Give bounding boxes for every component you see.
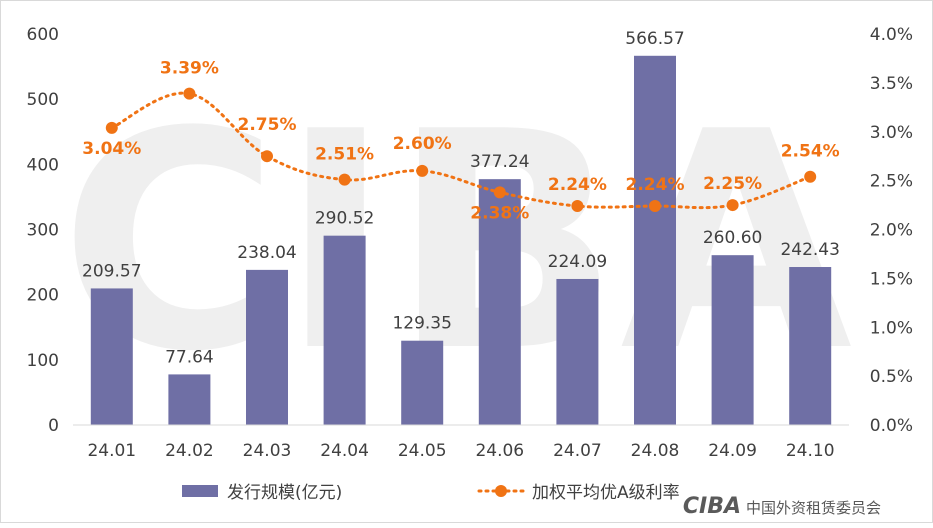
y-right-tick-2.5%: 2.5% <box>870 172 913 192</box>
line-label-24.06: 2.38% <box>470 203 529 223</box>
line-label-24.01: 3.04% <box>82 139 141 159</box>
x-tick-24.02: 24.02 <box>165 441 214 461</box>
bar-24.06 <box>478 179 521 425</box>
y-right-tick-1.5%: 1.5% <box>870 269 913 289</box>
legend-line-marker <box>495 485 507 497</box>
axes: 24.01 24.02 24.03 24.04 24.05 24.06 24.07 24.08… <box>27 25 913 461</box>
x-tick-24.06: 24.06 <box>475 441 524 461</box>
bar-24.09 <box>711 255 754 425</box>
line-point-24.05 <box>416 164 429 177</box>
x-tick-24.05: 24.05 <box>398 441 447 461</box>
line-point-24.06 <box>493 186 506 199</box>
line-label-24.05: 2.60% <box>393 134 452 154</box>
x-tick-24.07: 24.07 <box>553 441 602 461</box>
bar-24.07 <box>556 278 599 425</box>
bar-24.08 <box>634 55 676 425</box>
bar-label-24.01: 209.57 <box>82 261 141 281</box>
bar-label-24.08: 566.57 <box>625 29 684 49</box>
watermark-text: 中国外资租赁委员会 <box>746 499 881 517</box>
line-point-24.07 <box>571 200 584 213</box>
y-left-tick-200: 200 <box>27 286 59 306</box>
x-tick-24.08: 24.08 <box>631 441 680 461</box>
bar-24.04 <box>323 235 366 425</box>
x-tick-24.09: 24.09 <box>708 441 757 461</box>
watermark-logo-small: CIBA <box>683 494 741 519</box>
y-left-tick-500: 500 <box>27 90 59 110</box>
line-point-24.02 <box>183 87 196 100</box>
y-right-tick-2.0%: 2.0% <box>870 221 913 241</box>
line-point-24.03 <box>261 150 273 163</box>
line-label-24.02: 3.39% <box>160 59 219 79</box>
line-path <box>110 91 812 210</box>
line-label-24.09: 2.25% <box>703 174 762 194</box>
y-right-tick-0.0%: 0.0% <box>870 416 913 436</box>
x-tick-24.01: 24.01 <box>87 441 136 461</box>
y-right-tick-1.0%: 1.0% <box>870 318 913 338</box>
y-left-tick-0: 0 <box>48 416 59 436</box>
y-right-tick-3.5%: 3.5% <box>870 74 913 94</box>
bar-series: 209.57 77.64 238.04 290.52 129.35 377.24 224.0… <box>82 29 840 425</box>
bar-24.01 <box>90 288 133 425</box>
line-point-24.01 <box>105 121 118 134</box>
watermark-corner: CIBA 中国外资租赁委员会 <box>683 494 881 519</box>
bar-label-24.02: 77.64 <box>165 347 214 367</box>
line-point-24.10 <box>804 170 817 183</box>
x-tick-24.04: 24.04 <box>320 441 369 461</box>
x-tick-24.10: 24.10 <box>786 441 835 461</box>
bar-label-24.05: 129.35 <box>392 314 451 334</box>
line-label-24.07: 2.24% <box>548 175 607 195</box>
bar-label-24.10: 242.43 <box>780 240 839 260</box>
legend-bar-label: 发行规模(亿元) <box>227 483 342 503</box>
bar-24.03 <box>246 269 288 425</box>
x-tick-24.03: 24.03 <box>243 441 292 461</box>
line-label-24.03: 2.75% <box>238 115 297 135</box>
y-right-tick-4.0%: 4.0% <box>870 25 913 45</box>
line-point-24.09 <box>726 199 739 212</box>
y-left-tick-300: 300 <box>27 221 59 241</box>
line-label-24.08: 2.24% <box>626 175 685 195</box>
line-label-24.04: 2.51% <box>315 145 374 165</box>
bar-label-24.04: 290.52 <box>315 209 374 229</box>
bar-label-24.06: 377.24 <box>470 152 529 172</box>
bar-24.10 <box>789 267 832 425</box>
bar-24.02 <box>168 374 211 425</box>
bar-label-24.09: 260.60 <box>703 228 762 248</box>
line-series: 3.04% 3.39% 2.75% 2.51% 2.60% 2.38% 2.24% 2.24%… <box>82 59 839 224</box>
y-right-tick-0.5%: 0.5% <box>870 367 913 387</box>
line-point-24.08 <box>649 200 661 213</box>
y-left-tick-400: 400 <box>27 155 59 175</box>
line-label-24.10: 2.54% <box>781 142 840 162</box>
legend-line-label: 加权平均优A级利率 <box>532 483 680 503</box>
y-left-tick-600: 600 <box>27 25 59 45</box>
legend-bar-swatch <box>182 485 218 497</box>
y-left-tick-100: 100 <box>27 351 59 371</box>
bar-label-24.07: 224.09 <box>548 252 607 272</box>
bar-24.05 <box>401 340 444 425</box>
y-right-tick-3.0%: 3.0% <box>870 123 913 143</box>
legend: 发行规模(亿元) 加权平均优A级利率 <box>182 483 680 503</box>
bar-label-24.03: 238.04 <box>237 243 296 263</box>
line-point-24.04 <box>338 173 351 186</box>
